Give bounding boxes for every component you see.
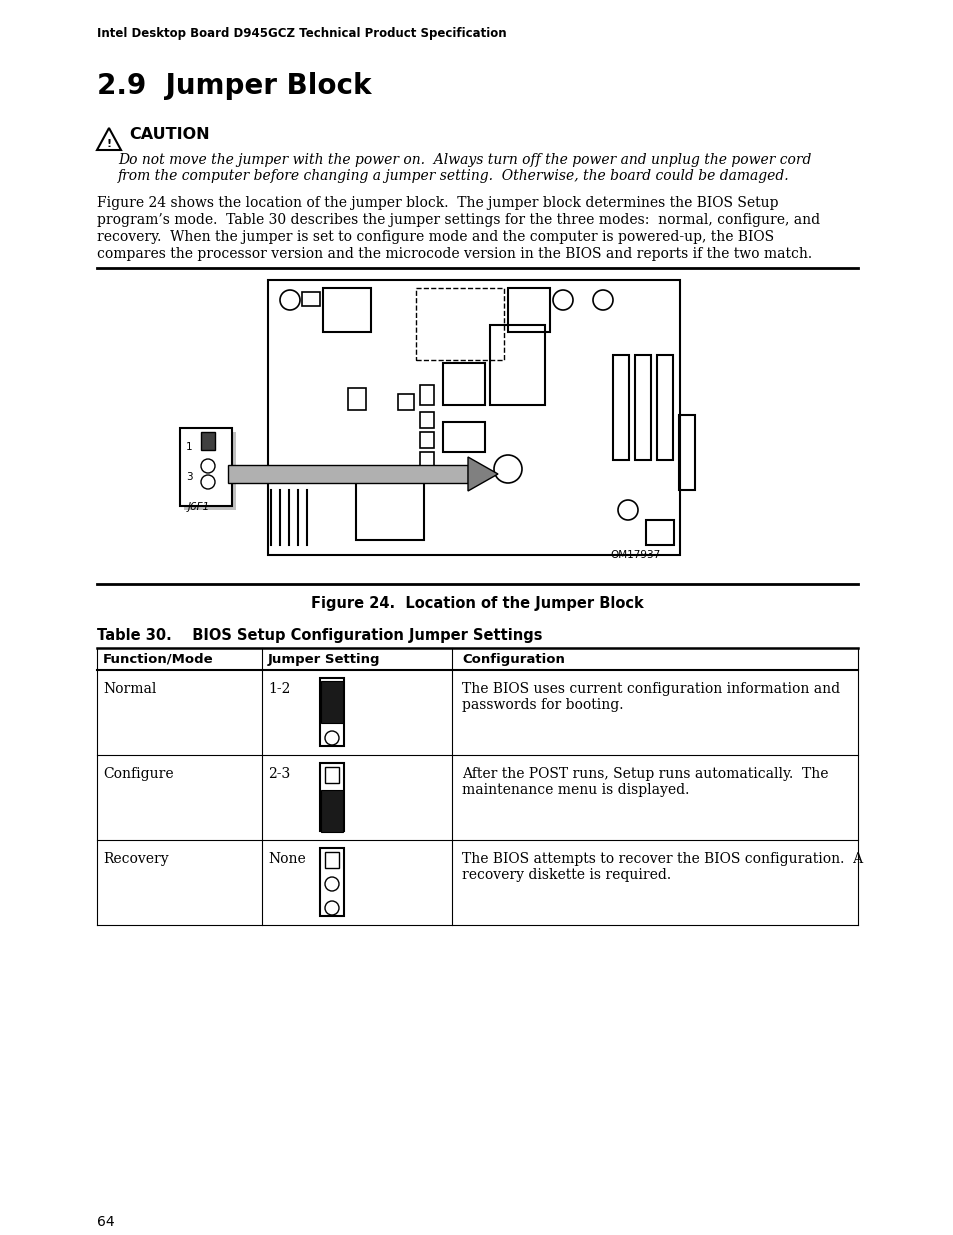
Text: program’s mode.  Table 30 describes the jumper settings for the three modes:  no: program’s mode. Table 30 describes the j…	[97, 212, 820, 227]
Text: OM17937: OM17937	[609, 550, 659, 559]
Bar	[645, 520, 673, 545]
Circle shape	[201, 475, 214, 489]
Bar	[419, 412, 434, 429]
Polygon shape	[468, 457, 497, 492]
Text: Normal: Normal	[103, 682, 156, 697]
Bar	[397, 394, 414, 410]
Text: Table 30.    BIOS Setup Configuration Jumper Settings: Table 30. BIOS Setup Configuration Jumpe…	[97, 629, 542, 643]
Bar	[323, 288, 371, 332]
Text: 1: 1	[186, 442, 193, 452]
Text: !: !	[107, 140, 112, 149]
Text: maintenance menu is displayed.: maintenance menu is displayed.	[461, 783, 689, 797]
Bar	[355, 480, 423, 540]
Text: The BIOS uses current configuration information and: The BIOS uses current configuration info…	[461, 682, 840, 697]
Bar	[679, 415, 695, 490]
Bar	[320, 790, 343, 832]
Text: None: None	[268, 852, 305, 866]
Bar	[201, 432, 214, 450]
Text: Jumper Setting: Jumper Setting	[268, 653, 380, 666]
Bar	[442, 363, 484, 405]
Text: Figure 24 shows the location of the jumper block.  The jumper block determines t: Figure 24 shows the location of the jump…	[97, 196, 778, 210]
Bar	[416, 288, 503, 359]
Bar	[419, 385, 434, 405]
Text: CAUTION: CAUTION	[129, 127, 210, 142]
Bar	[635, 354, 650, 459]
Text: 3: 3	[186, 472, 193, 482]
Text: compares the processor version and the microcode version in the BIOS and reports: compares the processor version and the m…	[97, 247, 811, 261]
Text: Configure: Configure	[103, 767, 173, 781]
Bar	[419, 452, 434, 468]
Bar	[419, 432, 434, 448]
Bar	[180, 429, 232, 506]
Circle shape	[325, 877, 338, 890]
Bar	[268, 280, 679, 555]
Circle shape	[325, 902, 338, 915]
Bar	[228, 466, 468, 483]
Bar	[613, 354, 628, 459]
Text: 2-3: 2-3	[268, 767, 290, 781]
Text: 2.9  Jumper Block: 2.9 Jumper Block	[97, 72, 371, 100]
Text: The BIOS attempts to recover the BIOS configuration.  A: The BIOS attempts to recover the BIOS co…	[461, 852, 862, 866]
Bar	[319, 763, 344, 831]
Bar	[657, 354, 672, 459]
Bar	[320, 680, 343, 722]
Text: recovery.  When the jumper is set to configure mode and the computer is powered-: recovery. When the jumper is set to conf…	[97, 230, 773, 245]
Text: Recovery: Recovery	[103, 852, 169, 866]
Circle shape	[201, 459, 214, 473]
Text: Intel Desktop Board D945GCZ Technical Product Specification: Intel Desktop Board D945GCZ Technical Pr…	[97, 27, 506, 40]
Text: 1-2: 1-2	[268, 682, 290, 697]
Text: Configuration: Configuration	[461, 653, 564, 666]
Bar	[325, 767, 338, 783]
Bar	[302, 291, 319, 306]
Bar	[490, 325, 544, 405]
Bar	[319, 848, 344, 916]
Circle shape	[325, 731, 338, 745]
Text: from the computer before changing a jumper setting.  Otherwise, the board could : from the computer before changing a jump…	[118, 169, 789, 183]
Text: After the POST runs, Setup runs automatically.  The: After the POST runs, Setup runs automati…	[461, 767, 827, 781]
Text: J6F1: J6F1	[188, 501, 210, 513]
Text: Do not move the jumper with the power on.  Always turn off the power and unplug : Do not move the jumper with the power on…	[118, 153, 810, 167]
Text: passwords for booting.: passwords for booting.	[461, 698, 623, 713]
Text: recovery diskette is required.: recovery diskette is required.	[461, 868, 670, 882]
Bar	[442, 422, 484, 452]
Bar	[325, 852, 338, 868]
Bar	[507, 288, 550, 332]
Text: Function/Mode: Function/Mode	[103, 653, 213, 666]
Bar	[184, 432, 235, 510]
Text: Figure 24.  Location of the Jumper Block: Figure 24. Location of the Jumper Block	[311, 597, 642, 611]
Bar	[348, 388, 366, 410]
Text: 64: 64	[97, 1215, 114, 1229]
Bar	[319, 678, 344, 746]
